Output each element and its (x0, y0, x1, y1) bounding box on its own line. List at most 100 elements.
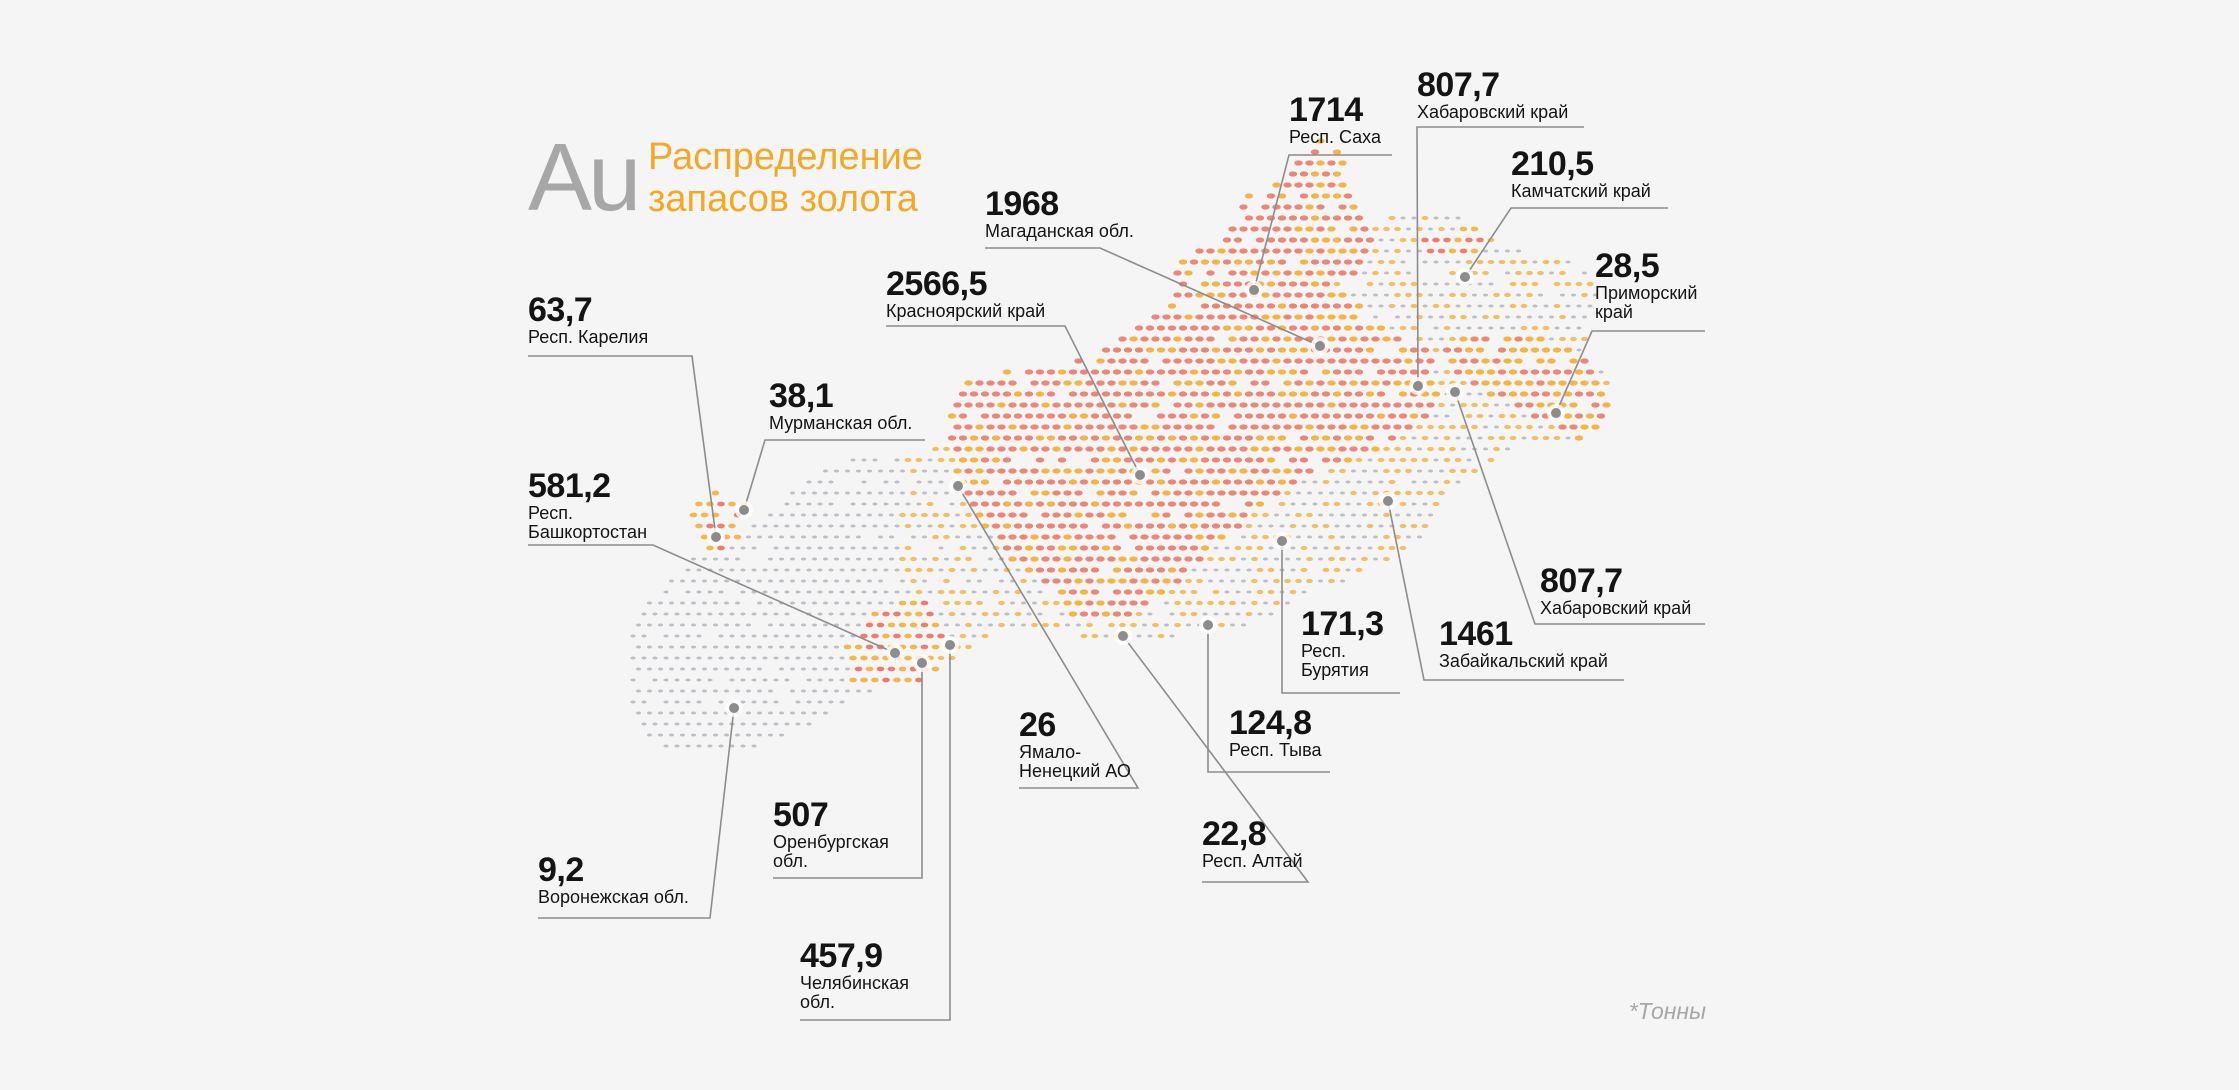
map-dot (828, 590, 834, 594)
map-dot (663, 612, 669, 616)
map-dot (762, 568, 768, 572)
map-dot (1123, 391, 1133, 397)
map-dot (1327, 380, 1336, 386)
map-dot (1334, 480, 1340, 484)
map-dot (773, 568, 779, 572)
map-dot (948, 567, 956, 573)
map-dot (1057, 545, 1067, 551)
map-dot (883, 546, 889, 550)
map-dot (1140, 402, 1149, 408)
map-dot (1261, 226, 1270, 232)
map-dot (1327, 424, 1336, 430)
map-dot (751, 546, 757, 550)
map-dot (663, 700, 669, 704)
map-dot (1520, 281, 1528, 287)
map-dot (817, 546, 823, 550)
map-dot (1118, 358, 1127, 364)
map-dot (904, 677, 912, 683)
map-dot (1305, 402, 1314, 408)
map-dot (975, 424, 984, 430)
map-dot (657, 645, 664, 649)
map-dot (1283, 226, 1292, 232)
map-dot (833, 645, 840, 649)
map-dot (909, 644, 918, 650)
map-dot (861, 524, 867, 528)
map-dot (1217, 380, 1226, 386)
map-dot (707, 590, 713, 594)
map-dot (1035, 457, 1045, 463)
map-dot (1499, 326, 1505, 330)
map-dot (1173, 446, 1182, 452)
map-dot (833, 513, 840, 517)
map-dot (1433, 436, 1439, 440)
map-dot (685, 722, 691, 726)
map-dot (997, 402, 1006, 408)
map-dot (1339, 579, 1346, 583)
map-dot (982, 568, 988, 572)
map-dot (1059, 612, 1065, 616)
map-dot (1343, 215, 1353, 221)
map-dot (1288, 281, 1298, 287)
map-dot (734, 601, 741, 605)
map-dot (1189, 545, 1199, 551)
map-dot (1574, 413, 1584, 419)
map-dot (1299, 281, 1309, 287)
map-dot (844, 601, 851, 605)
map-dot (894, 458, 900, 462)
map-dot (1470, 358, 1479, 364)
map-dot (1273, 578, 1280, 584)
map-dot (1316, 380, 1325, 386)
map-dot (894, 590, 900, 594)
map-dot (1151, 534, 1160, 540)
map-dot (1250, 270, 1259, 276)
map-dot (1519, 369, 1529, 375)
map-dot (997, 512, 1006, 518)
map-dot (1338, 402, 1347, 408)
map-dot (1228, 380, 1237, 386)
map-dot (1410, 523, 1418, 529)
map-dot (1228, 248, 1237, 254)
map-dot (1063, 468, 1072, 474)
map-dot (762, 656, 768, 660)
map-dot (778, 711, 785, 715)
map-dot (1240, 535, 1247, 539)
map-dot (1465, 413, 1473, 419)
map-dot (1471, 424, 1478, 430)
map-dot (932, 534, 939, 540)
map-dot (679, 733, 686, 737)
map-dot (1179, 611, 1187, 617)
map-dot (728, 501, 736, 507)
map-dot (1026, 612, 1032, 616)
map-dot (1079, 567, 1089, 573)
map-dot (1196, 578, 1203, 584)
map-dot (1261, 314, 1270, 320)
map-dot (1151, 336, 1160, 342)
map-dot (789, 623, 796, 627)
map-dot (1096, 556, 1105, 562)
map-dot (762, 722, 768, 726)
map-dot (877, 469, 884, 473)
map-dot (1354, 413, 1364, 419)
map-dot (1213, 612, 1219, 616)
map-dot (1250, 358, 1259, 364)
map-dot (685, 656, 691, 660)
map-dot (1497, 391, 1507, 397)
map-dot (1134, 325, 1144, 331)
map-dot (1206, 446, 1215, 452)
map-dot (1284, 513, 1291, 517)
map-dot (893, 611, 901, 617)
map-dot (1206, 402, 1215, 408)
map-dot (1531, 325, 1539, 331)
map-dot (1416, 469, 1423, 473)
map-dot (1382, 380, 1391, 386)
map-dot (1002, 479, 1012, 485)
map-dot (1399, 545, 1407, 551)
map-dot (1514, 402, 1523, 408)
map-dot (1455, 216, 1461, 220)
map-dot (1378, 480, 1384, 484)
map-dot (668, 711, 675, 715)
map-dot (1295, 578, 1302, 584)
map-dot (784, 502, 790, 506)
map-dot (668, 623, 675, 627)
map-dot (1365, 435, 1375, 441)
